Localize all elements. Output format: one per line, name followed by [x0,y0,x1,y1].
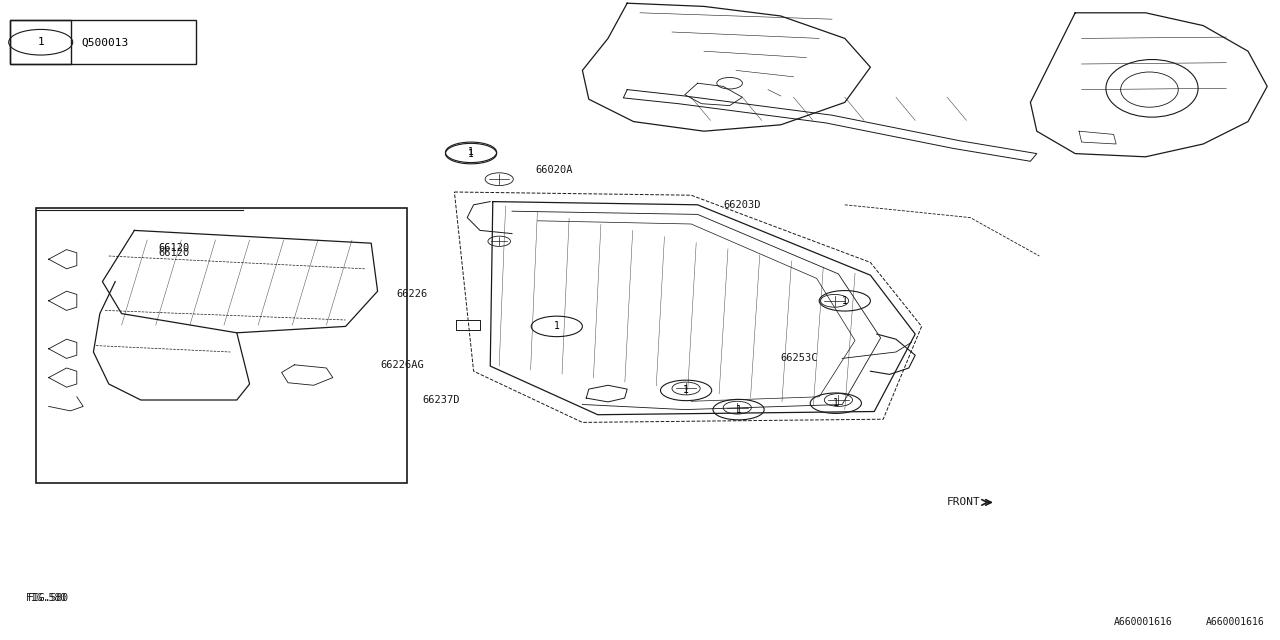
Text: 1: 1 [833,398,838,408]
Text: FIG.580: FIG.580 [26,593,67,604]
Text: 1: 1 [468,148,474,159]
Text: 66237D: 66237D [422,395,460,405]
Text: 1: 1 [842,296,847,306]
Text: 66120: 66120 [159,243,189,253]
Text: 66120: 66120 [159,248,189,258]
Text: 66226AG: 66226AG [380,360,424,370]
Text: 66253C: 66253C [781,353,818,364]
Text: A660001616: A660001616 [1114,617,1172,627]
Bar [10,20,72,64]
Text: 1: 1 [736,404,741,415]
Text: 66203D: 66203D [723,200,760,210]
Text: Q500013: Q500013 [82,37,129,47]
Text: 1: 1 [684,385,689,396]
Text: 66020A: 66020A [535,164,572,175]
Text: 1: 1 [468,147,474,157]
Text: A660001616: A660001616 [1206,617,1265,627]
Bar [10,20,196,64]
Text: 1: 1 [554,321,559,332]
Text: 1: 1 [37,37,44,47]
Text: 66226: 66226 [397,289,428,300]
Text: FIG.580: FIG.580 [28,593,69,604]
Bar [36,208,407,483]
Text: FRONT: FRONT [947,497,980,508]
